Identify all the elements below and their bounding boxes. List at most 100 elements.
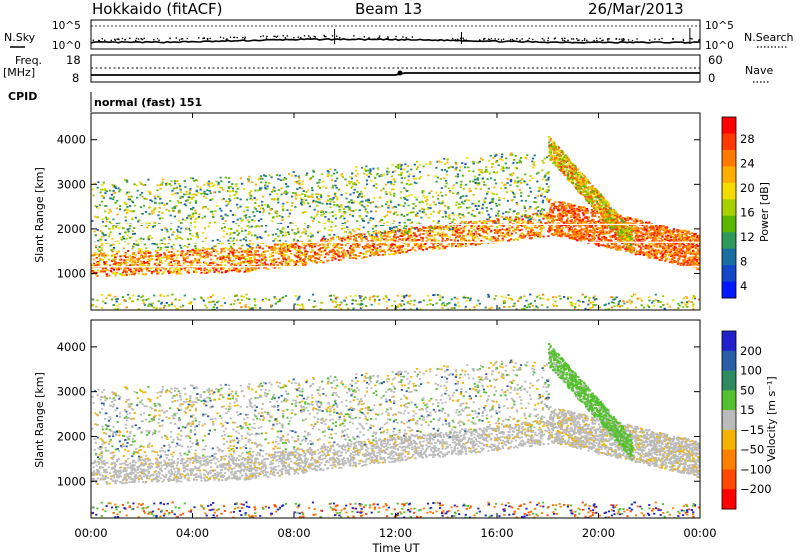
power-cell — [506, 217, 508, 219]
power-cell — [177, 265, 179, 267]
power-cell — [498, 210, 500, 212]
power-cell — [254, 190, 256, 192]
power-cell — [534, 208, 536, 210]
power-cell — [285, 254, 287, 256]
power-cell — [542, 218, 544, 220]
power-cell — [221, 250, 223, 252]
power-cell — [366, 243, 368, 245]
power-cell — [176, 271, 178, 273]
power-cell — [206, 193, 208, 195]
power-cell — [403, 234, 405, 236]
power-cell — [295, 175, 297, 177]
power-cell — [448, 214, 450, 216]
power-cell — [353, 231, 355, 233]
nsearch-point — [455, 39, 456, 40]
power-cell — [249, 196, 251, 198]
power-cell — [195, 179, 197, 181]
power-cell — [512, 173, 514, 175]
power-cell — [516, 203, 518, 205]
power-cell — [436, 181, 438, 183]
power-cell — [469, 188, 471, 190]
nsearch-point — [102, 38, 103, 39]
power-cell — [449, 229, 451, 231]
power-cell — [502, 232, 504, 234]
power-cell — [365, 247, 367, 249]
power-cell — [277, 178, 279, 180]
power-cell — [281, 231, 283, 233]
power-cell — [485, 198, 487, 200]
power-cell — [496, 218, 498, 220]
power-cell — [207, 248, 209, 250]
nsearch-point — [564, 38, 565, 39]
noise-tick-right-bottom: 10^0 — [705, 40, 734, 52]
power-cell — [122, 227, 124, 229]
power-cell — [471, 203, 473, 205]
nsearch-point — [332, 35, 333, 36]
power-cell — [279, 250, 281, 252]
power-cell — [429, 238, 431, 240]
power-cell — [500, 187, 502, 189]
power-cell — [399, 238, 401, 240]
power-cell — [237, 219, 239, 221]
power-cell — [517, 213, 519, 215]
power-cell — [132, 201, 134, 203]
power-cell — [416, 245, 418, 247]
power-cell — [188, 193, 190, 195]
power-cell — [637, 251, 639, 253]
power-cell — [542, 179, 544, 181]
power-cell — [647, 247, 649, 249]
power-cell — [673, 228, 675, 230]
power-cell — [174, 263, 176, 265]
power-cell — [129, 197, 131, 199]
nsearch-point — [491, 38, 492, 39]
nsearch-point — [304, 35, 305, 36]
power-cell — [377, 254, 379, 256]
power-cell — [180, 273, 182, 275]
power-cell — [587, 210, 589, 212]
power-cell — [299, 187, 301, 189]
power-cell — [533, 234, 535, 236]
power-cell — [260, 254, 262, 256]
nsearch-point — [315, 36, 316, 37]
power-cell — [312, 260, 314, 262]
power-cell — [375, 233, 377, 235]
nsearch-point — [283, 35, 284, 36]
power-cell — [518, 220, 520, 222]
power-cell — [106, 221, 108, 223]
power-cell — [319, 179, 321, 181]
power-cell — [129, 255, 131, 257]
power-cell — [246, 258, 248, 260]
power-cell — [337, 251, 339, 253]
nsearch-point — [179, 39, 180, 40]
power-cell — [133, 252, 135, 254]
power-cell — [183, 263, 185, 265]
nsearch-point — [463, 38, 464, 39]
power-cell — [426, 248, 428, 250]
power-cell — [231, 183, 233, 185]
power-cell — [209, 262, 211, 264]
power-cell — [521, 237, 523, 239]
power-cell — [327, 246, 329, 248]
power-cell — [394, 244, 396, 246]
power-cell — [679, 256, 681, 258]
power-cell — [376, 244, 378, 246]
power-cell — [114, 192, 116, 194]
power-cell — [336, 205, 338, 207]
power-cell — [276, 193, 278, 195]
power-cell — [258, 226, 260, 228]
power-cell — [178, 210, 180, 212]
power-cell — [400, 174, 402, 176]
power-cell — [476, 208, 478, 210]
power-cell — [217, 253, 219, 255]
power-cell — [153, 222, 155, 224]
nsearch-point — [593, 40, 594, 41]
power-cell — [189, 254, 191, 256]
power-cell — [394, 180, 396, 182]
power-cell — [691, 240, 693, 242]
power-cell — [279, 175, 281, 177]
power-cell — [117, 214, 119, 216]
power-cell — [333, 201, 335, 203]
power-cell — [345, 237, 347, 239]
power-cell — [303, 199, 305, 201]
power-cell — [206, 264, 208, 266]
